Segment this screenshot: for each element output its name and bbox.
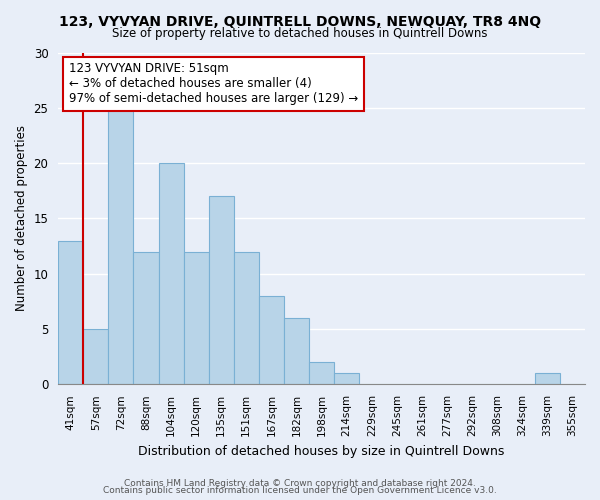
Bar	[234, 252, 259, 384]
Bar	[259, 296, 284, 384]
Bar	[158, 163, 184, 384]
Bar	[109, 108, 133, 384]
Bar	[334, 374, 359, 384]
Bar	[83, 329, 109, 384]
Bar	[309, 362, 334, 384]
Y-axis label: Number of detached properties: Number of detached properties	[15, 126, 28, 312]
Bar	[284, 318, 309, 384]
Bar	[58, 240, 83, 384]
Text: Contains HM Land Registry data © Crown copyright and database right 2024.: Contains HM Land Registry data © Crown c…	[124, 478, 476, 488]
Text: Size of property relative to detached houses in Quintrell Downs: Size of property relative to detached ho…	[112, 28, 488, 40]
Text: 123 VYVYAN DRIVE: 51sqm
← 3% of detached houses are smaller (4)
97% of semi-deta: 123 VYVYAN DRIVE: 51sqm ← 3% of detached…	[68, 62, 358, 106]
X-axis label: Distribution of detached houses by size in Quintrell Downs: Distribution of detached houses by size …	[139, 444, 505, 458]
Bar	[133, 252, 158, 384]
Text: Contains public sector information licensed under the Open Government Licence v3: Contains public sector information licen…	[103, 486, 497, 495]
Bar	[184, 252, 209, 384]
Text: 123, VYVYAN DRIVE, QUINTRELL DOWNS, NEWQUAY, TR8 4NQ: 123, VYVYAN DRIVE, QUINTRELL DOWNS, NEWQ…	[59, 15, 541, 29]
Bar	[209, 196, 234, 384]
Bar	[535, 374, 560, 384]
